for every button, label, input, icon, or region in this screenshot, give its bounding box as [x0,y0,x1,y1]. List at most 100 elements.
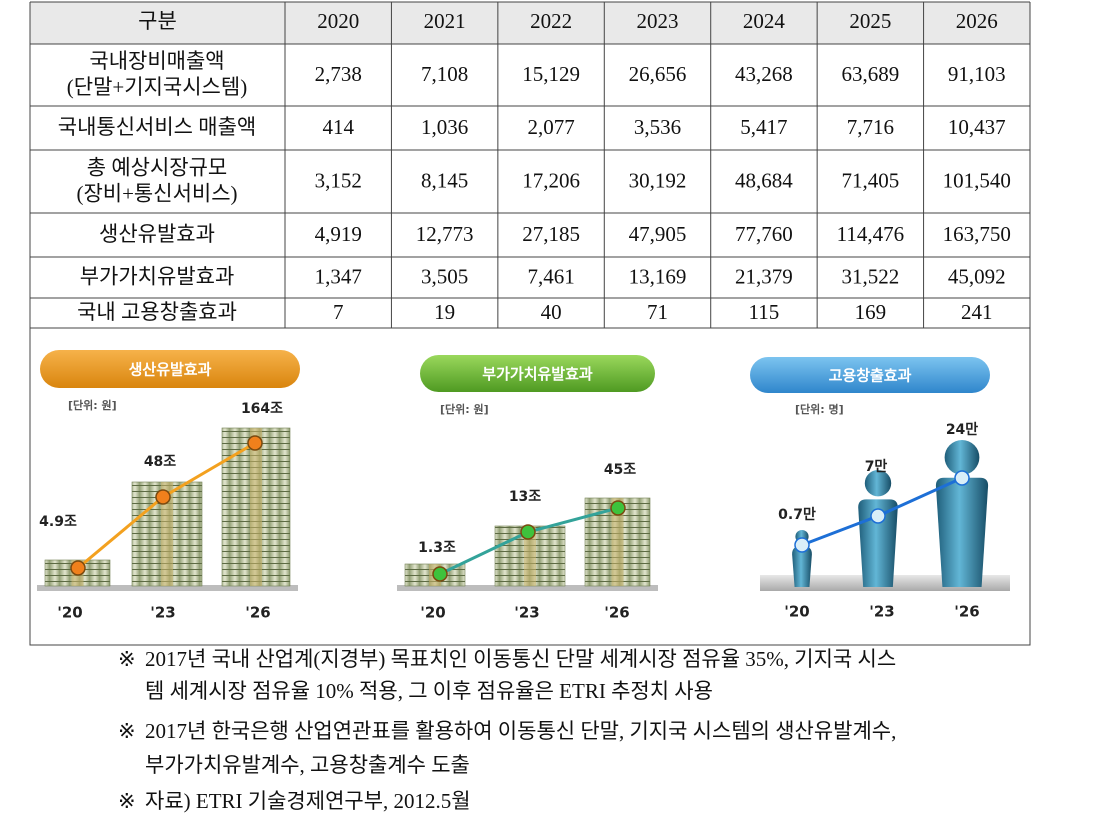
trend-dot [794,537,810,553]
cell: 1,347 [315,264,362,288]
cell: 91,103 [948,62,1006,86]
note-marker: ※ [118,789,136,813]
panel-title: 부가가치유발효과 [482,365,593,383]
cell: 2,077 [527,115,574,139]
value-label: 48조 [144,454,176,470]
cell: 169 [855,300,887,324]
panel-title-pill [750,357,990,393]
person-head [944,440,980,475]
header-cell: 2024 [743,9,786,33]
cell: 40 [541,300,562,324]
row-label: 생산유발효과 [99,222,215,246]
panel-title-pill [420,355,655,392]
row-label: 국내장비매출액 [89,49,224,73]
year-label: '23 [869,603,894,621]
row-label: 국내통신서비스 매출액 [58,115,256,139]
cell: 3,536 [634,115,681,139]
cell: 12,773 [416,222,474,246]
cell: 3,152 [315,168,362,192]
header-cell: 2022 [530,9,572,33]
note-line: 자료) ETRI 기술경제연구부, 2012.5월 [145,789,471,813]
cell: 21,379 [735,264,793,288]
cell: 26,656 [629,62,687,86]
value-label: 45조 [604,462,636,478]
year-label: '26 [245,604,270,622]
header-cell: 구분 [138,9,177,33]
header-cell: 2021 [424,9,466,33]
cell: 43,268 [735,62,793,86]
cell: 7,716 [847,115,894,139]
cell: 77,760 [735,222,793,246]
row-label: 총 예상시장규모 [87,155,228,179]
cell: 19 [434,300,455,324]
cell: 71 [647,300,668,324]
value-label: 24만 [946,422,978,438]
row-label: 국내 고용창출효과 [77,300,237,324]
year-label: '23 [150,604,175,622]
row-label: (장비+통신서비스) [76,181,237,205]
floor [397,585,658,591]
cell: 7,108 [421,62,468,86]
cell: 15,129 [522,62,580,86]
cell: 63,689 [841,62,899,86]
trend-dot [520,524,536,540]
cell: 7 [333,300,344,324]
cell: 48,684 [735,168,793,192]
header-cell: 2025 [849,9,891,33]
cell: 414 [322,115,354,139]
cell: 71,405 [841,168,899,192]
money-band [611,498,624,586]
cell: 27,185 [522,222,580,246]
header-cell: 2020 [317,9,359,33]
value-label: 4.9조 [39,514,77,530]
cell: 5,417 [740,115,787,139]
cell: 7,461 [527,264,574,288]
value-label: 7만 [865,459,888,475]
note-line: 2017년 한국은행 산업연관표를 활용하여 이동통신 단말, 기지국 시스템의… [145,719,896,743]
trend-dot [610,500,626,516]
cell: 30,192 [629,168,687,192]
note-marker: ※ [118,719,136,743]
year-label: '20 [420,604,445,622]
money-band [250,428,262,586]
money-band [161,482,173,586]
cell: 4,919 [315,222,362,246]
cell: 8,145 [421,168,468,192]
header-cell: 2023 [637,9,679,33]
panel-title: 고용창출효과 [829,367,912,385]
year-label: '20 [784,603,809,621]
header-bg [30,2,1030,44]
cell: 1,036 [421,115,468,139]
person-body [935,477,989,587]
cell: 114,476 [837,222,904,246]
value-label: 13조 [509,489,541,505]
cell: 45,092 [948,264,1006,288]
cell: 31,522 [841,264,899,288]
trend-dot [155,489,171,505]
note-marker: ※ [118,647,136,671]
trend-dot [432,566,448,582]
value-label: 0.7만 [778,507,816,523]
cell: 115 [749,300,780,324]
year-label: '20 [57,604,82,622]
cell: 10,437 [948,115,1006,139]
note-line: 템 세계시장 점유율 10% 적용, 그 이후 점유율은 ETRI 추정치 사용 [145,679,713,703]
trend-dot [70,560,86,576]
cell: 17,206 [522,168,580,192]
cell: 163,750 [943,222,1011,246]
panel-unit: [단위: 원] [440,402,489,416]
panel-title: 생산유발효과 [129,361,212,379]
header-cell: 2026 [956,9,998,33]
note-line: 부가가치유발계수, 고용창출계수 도출 [145,753,470,777]
value-label: 164조 [241,401,283,417]
trend-dot [870,508,886,524]
cell: 101,540 [943,168,1011,192]
panel-unit: [단위: 명] [795,402,844,416]
year-label: '26 [604,604,629,622]
year-label: '26 [954,603,979,621]
cell: 3,505 [421,264,468,288]
trend-dot [247,435,263,451]
cell: 13,169 [629,264,687,288]
trend-dot [954,470,970,486]
floor [37,585,298,591]
